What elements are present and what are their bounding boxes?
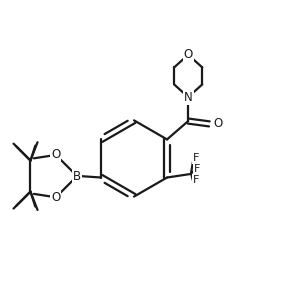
Text: N: N: [184, 91, 193, 103]
Text: F: F: [193, 153, 199, 163]
Text: F: F: [194, 164, 200, 174]
Text: O: O: [51, 191, 60, 204]
Text: O: O: [213, 117, 223, 130]
Text: O: O: [51, 148, 60, 161]
Text: B: B: [73, 169, 81, 183]
Text: O: O: [184, 48, 193, 61]
Text: F: F: [193, 175, 199, 185]
Text: N: N: [184, 91, 193, 103]
